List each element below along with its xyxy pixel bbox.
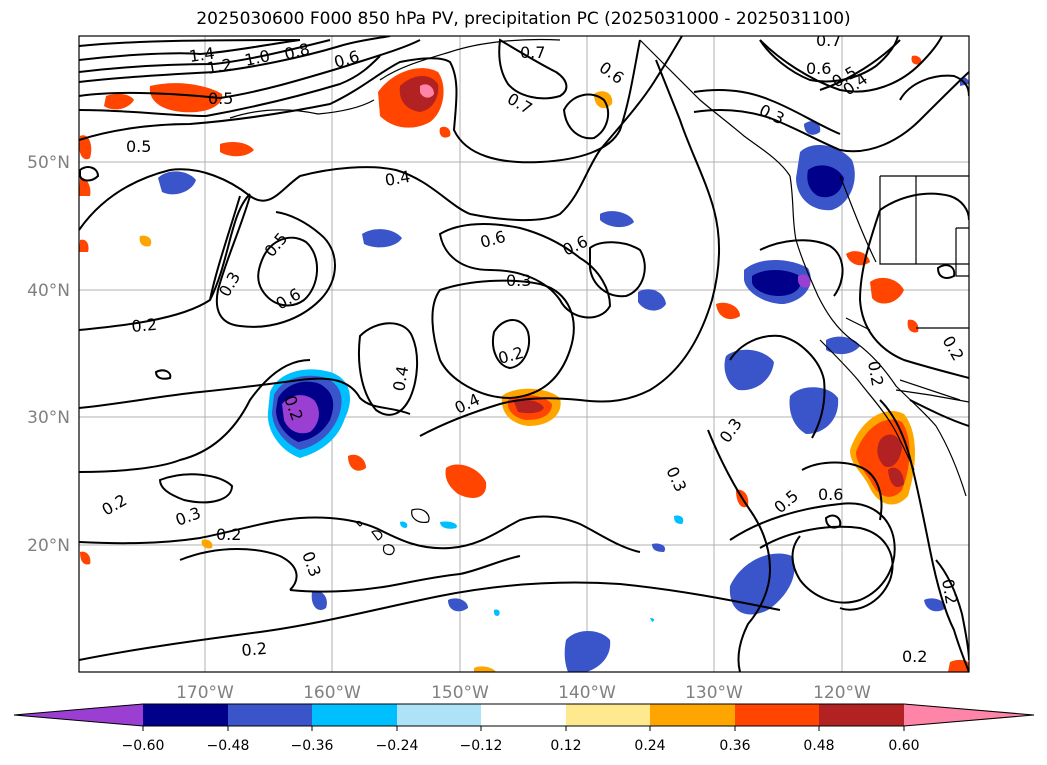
- map-frame: [78, 35, 970, 673]
- map-title: 2025030600 F000 850 hPa PV, precipitatio…: [196, 9, 851, 29]
- contour-label: 0.2: [902, 647, 927, 666]
- contour-label: 0.5: [208, 89, 233, 108]
- colorbar-segment: [819, 704, 904, 726]
- longitude-labels: 170°W 160°W 150°W 140°W 130°W 120°W: [176, 683, 871, 703]
- colorbar-tick-label: 0.12: [550, 738, 581, 754]
- coastlines: [229, 38, 969, 497]
- contour-label: 0.7: [520, 43, 545, 62]
- colorbar-tick-label: −0.36: [291, 738, 334, 754]
- colorbar-segment: [735, 704, 819, 726]
- contour-label: 1.2: [205, 55, 233, 78]
- colorbar-segment: [397, 704, 481, 726]
- colorbar-tick-marks: [142, 726, 905, 731]
- lat-label: 50°N: [27, 153, 70, 173]
- contour-label: 1.0: [243, 46, 272, 70]
- lon-label: 120°W: [813, 683, 871, 703]
- contour-label: 0.6: [818, 485, 843, 504]
- colorbar-tick-label: −0.12: [460, 738, 503, 754]
- colorbar: −0.60 −0.48 −0.36 −0.24 −0.12 0.12 0.24 …: [13, 703, 1035, 754]
- contour-label: 0.2: [241, 639, 268, 660]
- colorbar-segment: [481, 704, 566, 726]
- lat-label: 20°N: [27, 536, 70, 556]
- latitude-labels: 50°N 40°N 30°N 20°N: [27, 153, 70, 556]
- contour-label: 0.7: [816, 31, 841, 50]
- contour-label: 0.2: [131, 315, 158, 336]
- colorbar-segment: [650, 704, 735, 726]
- colorbar-segment: [312, 704, 397, 726]
- contour-label: 0.5: [126, 137, 151, 156]
- colorbar-tick-label: 0.36: [719, 738, 750, 754]
- colorbar-extend-right: [904, 704, 1034, 726]
- contour-label: 0.4: [383, 167, 411, 190]
- lon-label: 140°W: [558, 683, 616, 703]
- colorbar-tick-label: −0.60: [122, 738, 165, 754]
- colorbar-tick-label: 0.60: [888, 738, 919, 754]
- contour-label: 0.4: [389, 364, 412, 392]
- lon-label: 130°W: [685, 683, 743, 703]
- contour-label: 0.6: [806, 59, 831, 78]
- contour-label: 0.2: [938, 577, 961, 605]
- colorbar-extend-left: [14, 704, 143, 726]
- colorbar-tick-label: 0.48: [803, 738, 834, 754]
- contour-label: 0.2: [864, 359, 887, 387]
- colorbar-tick-label: −0.24: [376, 738, 419, 754]
- precipitation-shading: [79, 55, 969, 672]
- colorbar-tick-label: 0.24: [634, 738, 665, 754]
- contour-label: 0.3: [506, 271, 531, 290]
- lon-label: 160°W: [303, 683, 361, 703]
- pv-contours: [79, 36, 969, 672]
- lon-label: 170°W: [176, 683, 234, 703]
- lat-label: 40°N: [27, 281, 70, 301]
- colorbar-tick-label: −0.48: [207, 738, 250, 754]
- contour-label: 1.4: [188, 44, 216, 66]
- colorbar-segment: [143, 704, 228, 726]
- lat-label: 30°N: [27, 408, 70, 428]
- lon-label: 150°W: [431, 683, 489, 703]
- contour-label: 0.2: [216, 525, 241, 544]
- colorbar-segment: [566, 704, 650, 726]
- colorbar-segment: [228, 704, 312, 726]
